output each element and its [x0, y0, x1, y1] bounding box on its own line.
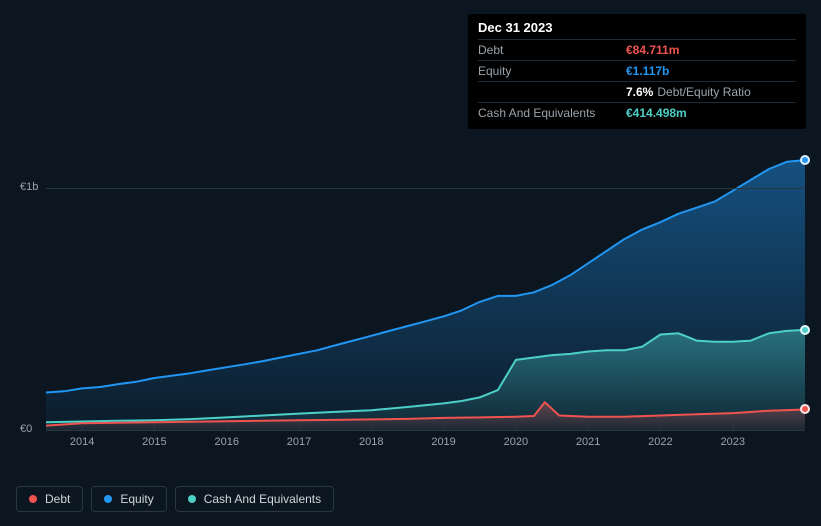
x-axis: 2014 2015 2016 2017 2018 2019 2020 2021 2022 2023: [46, 430, 805, 450]
y-axis-label: €1b: [20, 181, 38, 193]
legend-label: Equity: [120, 492, 153, 506]
x-axis-label: 2014: [70, 436, 94, 448]
end-marker-equity: [800, 155, 810, 165]
legend-label: Debt: [45, 492, 70, 506]
tooltip-row: 7.6%Debt/Equity Ratio: [478, 81, 796, 102]
legend-dot-icon: [29, 495, 37, 503]
x-axis-label: 2015: [142, 436, 166, 448]
plot-area[interactable]: [46, 140, 805, 430]
legend-dot-icon: [104, 495, 112, 503]
y-gridline: [46, 188, 805, 189]
legend-label: Cash And Equivalents: [204, 492, 321, 506]
tooltip-value: 7.6%Debt/Equity Ratio: [626, 85, 751, 99]
x-axis-label: 2021: [576, 436, 600, 448]
x-axis-label: 2020: [504, 436, 528, 448]
x-axis-label: 2023: [720, 436, 744, 448]
tooltip-label: [478, 85, 626, 99]
tooltip-value: €414.498m: [626, 106, 687, 120]
x-axis-label: 2022: [648, 436, 672, 448]
y-gridline: [46, 430, 805, 431]
tooltip-value: €1.117b: [626, 64, 669, 78]
chart-tooltip: Dec 31 2023 Debt€84.711mEquity€1.117b7.6…: [468, 14, 806, 129]
chart-area: 2014 2015 2016 2017 2018 2019 2020 2021 2022 2023…: [16, 120, 805, 450]
x-axis-label: 2019: [431, 436, 455, 448]
tooltip-label: Debt: [478, 43, 626, 57]
tooltip-label: Equity: [478, 64, 626, 78]
tooltip-value: €84.711m: [626, 43, 679, 57]
x-axis-label: 2018: [359, 436, 383, 448]
tooltip-row: Equity€1.117b: [478, 60, 796, 81]
tooltip-label: Cash And Equivalents: [478, 106, 626, 120]
legend-item-debt[interactable]: Debt: [16, 486, 83, 512]
end-marker-debt: [800, 404, 810, 414]
x-axis-label: 2016: [214, 436, 238, 448]
end-marker-cash: [800, 325, 810, 335]
tooltip-row: Debt€84.711m: [478, 39, 796, 60]
y-axis-label: €0: [20, 423, 32, 435]
tooltip-row: Cash And Equivalents€414.498m: [478, 102, 796, 123]
legend: Debt Equity Cash And Equivalents: [16, 486, 334, 512]
x-axis-label: 2017: [287, 436, 311, 448]
legend-item-cash[interactable]: Cash And Equivalents: [175, 486, 334, 512]
legend-item-equity[interactable]: Equity: [91, 486, 166, 512]
legend-dot-icon: [188, 495, 196, 503]
tooltip-date: Dec 31 2023: [478, 20, 796, 39]
